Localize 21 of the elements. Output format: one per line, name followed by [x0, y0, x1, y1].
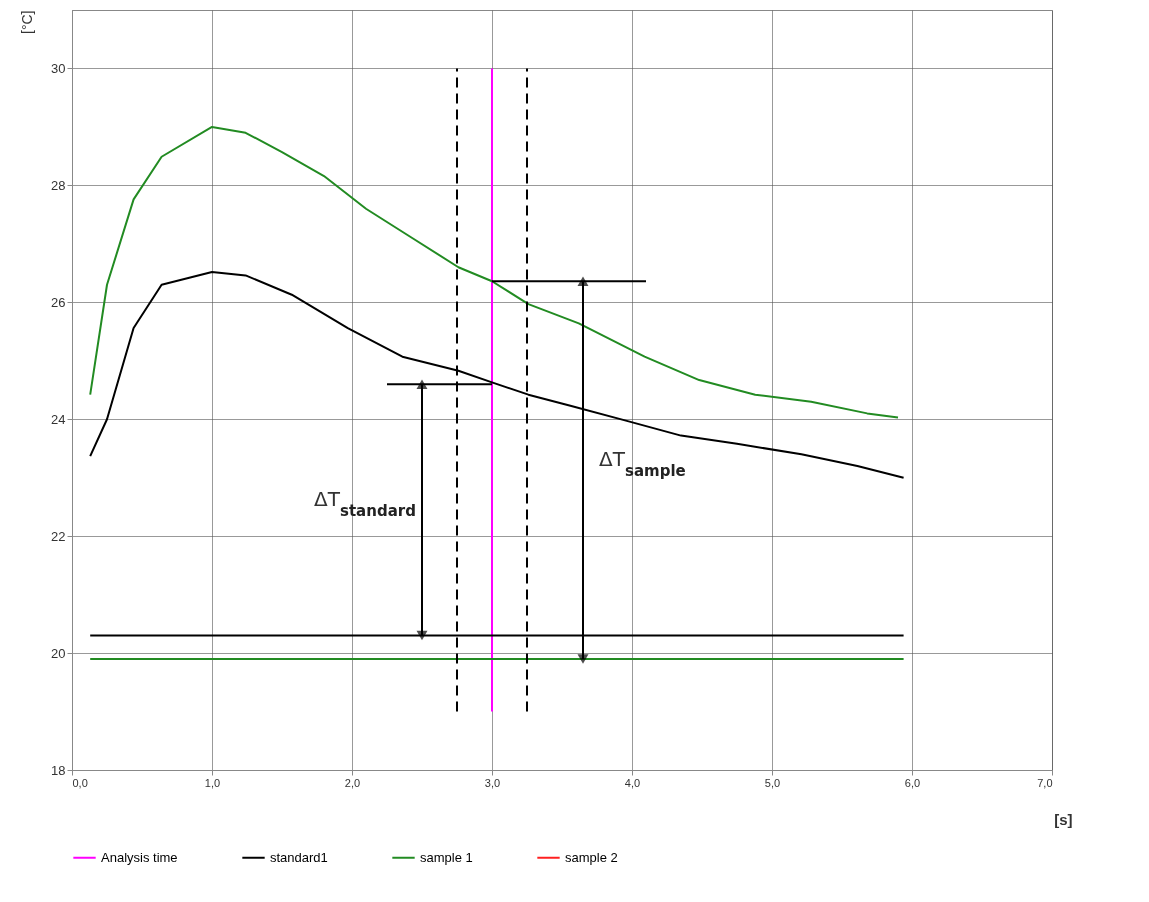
legend-label: standard1	[270, 849, 328, 865]
y-tick-label: 28	[51, 177, 66, 193]
legend-label: sample 1	[420, 849, 473, 865]
x-tick-label: 1,0	[204, 776, 221, 789]
x-tick-label: 6,0	[904, 776, 921, 789]
x-tick-label: 0,0	[72, 776, 88, 789]
y-tick-label: 18	[51, 762, 66, 778]
y-tick-label: 30	[51, 60, 66, 76]
legend-label: Analysis time	[101, 849, 178, 865]
legend-label: sample 2	[565, 849, 618, 865]
x-tick-label: 7,0	[1037, 776, 1053, 789]
y-tick-label: 22	[51, 528, 66, 544]
x-tick-label: 2,0	[344, 776, 361, 789]
y-tick-label: 20	[51, 645, 66, 661]
y-axis-title: [°C]	[18, 10, 35, 34]
x-tick-label: 5,0	[764, 776, 781, 789]
x-tick-label: 4,0	[624, 776, 641, 789]
y-tick-label: 26	[51, 294, 66, 310]
x-tick-label: 3,0	[484, 776, 501, 789]
x-axis-title: [s]	[1054, 810, 1073, 828]
y-tick-label: 24	[51, 411, 66, 427]
